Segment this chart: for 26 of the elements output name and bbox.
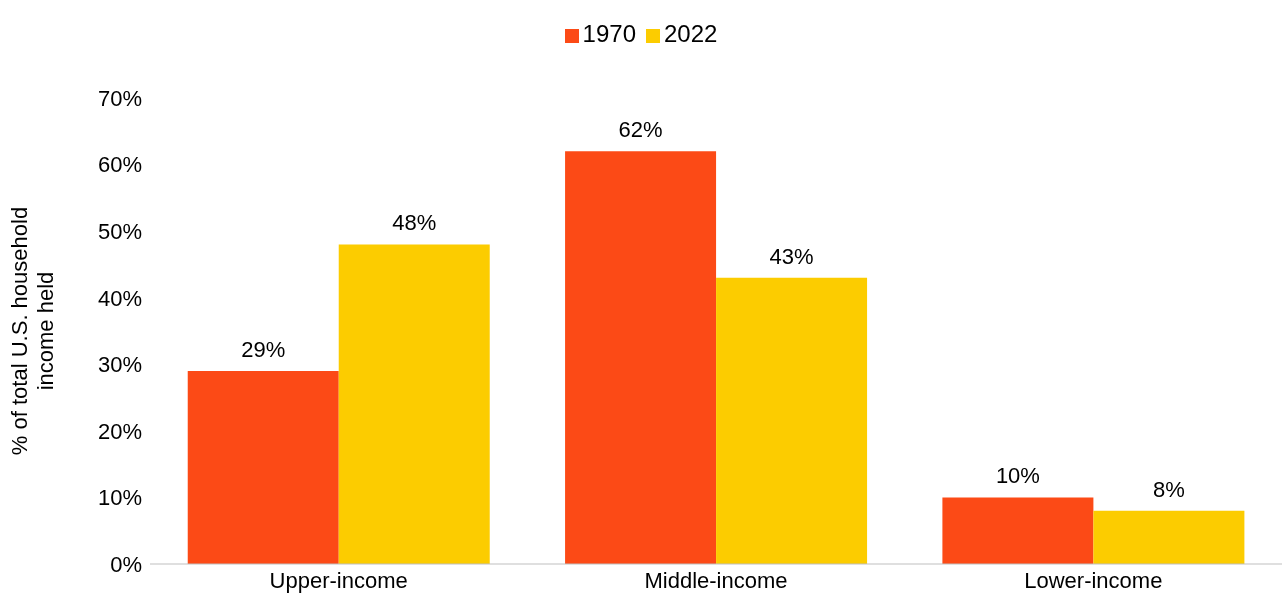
y-tick-label: 10% (97, 485, 142, 511)
x-tick-label: Upper-income (269, 567, 408, 593)
legend-label: 2022 (664, 20, 718, 47)
y-tick-label: 70% (97, 85, 142, 111)
data-label: 10% (995, 463, 1040, 489)
y-axis-title: % of total U.S. household income held (7, 206, 58, 456)
data-label: 29% (241, 336, 286, 362)
bar (565, 151, 717, 564)
bar (338, 244, 490, 564)
data-label: 43% (769, 243, 814, 269)
data-label: 62% (618, 117, 663, 143)
data-label: 48% (392, 210, 437, 236)
y-tick-label: 60% (97, 152, 142, 178)
bar (187, 370, 339, 564)
y-tick-label: 30% (97, 352, 142, 378)
y-tick-label: 0% (110, 551, 142, 577)
y-tick-label: 50% (97, 218, 142, 244)
x-tick-label: Lower-income (1024, 567, 1163, 593)
data-label: 8% (1153, 476, 1185, 502)
bar (1093, 510, 1245, 564)
legend-label: 1970 (582, 20, 636, 47)
y-tick-label: 40% (97, 285, 142, 311)
y-tick-label: 20% (97, 418, 142, 444)
bar (716, 277, 868, 564)
bar (942, 497, 1094, 564)
x-tick-label: Middle-income (644, 567, 788, 593)
